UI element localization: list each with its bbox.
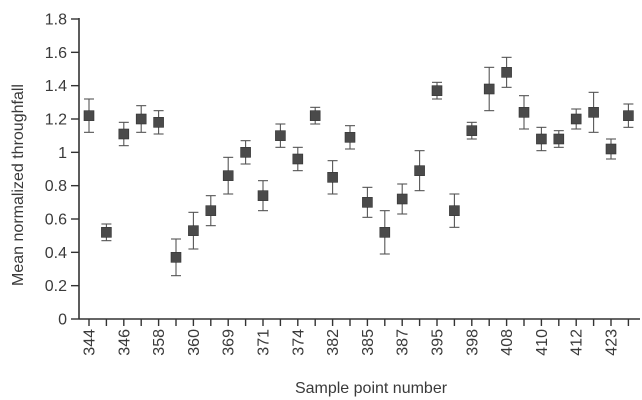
y-tick-label: 1: [58, 145, 67, 162]
data-point-group: [205, 195, 217, 227]
data-point-marker: [553, 133, 565, 145]
data-point-group: [292, 146, 304, 172]
data-point-marker: [101, 227, 112, 238]
data-point-group: [327, 160, 338, 195]
data-point-marker: [362, 197, 373, 208]
y-tick-label: 1.6: [45, 45, 67, 62]
data-point-group: [396, 183, 408, 215]
data-point-marker: [344, 132, 356, 143]
data-point-marker: [257, 190, 269, 201]
data-point-marker: [449, 205, 460, 216]
x-tick-label: 371: [256, 329, 273, 356]
data-point-marker: [536, 133, 547, 145]
data-point-group: [414, 150, 425, 192]
data-point-marker: [205, 205, 217, 216]
y-tick-label: 0: [58, 312, 67, 329]
data-point-group: [135, 105, 147, 133]
data-point-marker: [570, 113, 582, 125]
data-point-group: [257, 180, 269, 212]
x-tick-label: 346: [116, 329, 133, 356]
data-point-marker: [83, 110, 95, 121]
x-tick-label: 358: [151, 329, 168, 356]
data-point-marker: [170, 252, 182, 263]
data-point-marker: [518, 107, 530, 118]
data-point-group: [588, 91, 599, 133]
data-point-group: [222, 156, 234, 195]
data-point-marker: [605, 143, 617, 155]
data-point-group: [153, 110, 164, 135]
axes: [78, 18, 640, 320]
data-point-group: [309, 106, 321, 125]
y-tick-label: 0.6: [45, 212, 67, 229]
data-point-group: [605, 138, 617, 160]
y-axis-ticks: 0 0.2 0.4 0.6 0.8 1 1.2 1.4 1.6 1.8: [45, 12, 79, 329]
data-point-marker: [588, 107, 599, 118]
data-point-group: [553, 130, 565, 148]
data-point-marker: [623, 110, 634, 121]
data-point-marker: [414, 165, 425, 176]
x-tick-label: 412: [569, 329, 586, 356]
data-point-group: [570, 108, 582, 130]
x-axis-ticks: 344 346 358 360 369 371 374 382 385 387 395 398 408 4…: [82, 319, 630, 356]
data-point-group: [83, 98, 95, 133]
data-point-marker: [240, 147, 251, 158]
x-tick-label: 369: [221, 329, 238, 356]
data-point-marker: [501, 67, 512, 78]
x-tick-label: 374: [290, 329, 307, 356]
data-point-marker: [431, 85, 443, 96]
data-point-marker: [309, 110, 321, 121]
data-point-marker: [466, 125, 478, 136]
x-axis-title: Sample point number: [295, 380, 448, 397]
x-tick-label: 385: [360, 329, 377, 356]
x-tick-label: 410: [534, 329, 551, 356]
data-point-group: [101, 223, 112, 242]
data-point-marker: [222, 170, 234, 181]
x-tick-label: 408: [499, 329, 516, 356]
x-tick-label: 382: [325, 329, 342, 356]
data-point-marker: [275, 130, 286, 141]
data-point-group: [518, 95, 530, 130]
data-point-group: [536, 126, 547, 152]
data-point-marker: [483, 83, 495, 95]
data-point-group: [431, 81, 443, 100]
x-tick-label: 387: [395, 329, 412, 356]
y-tick-label: 0.2: [45, 278, 67, 295]
data-point-group: [466, 121, 478, 140]
data-point-group: [240, 140, 251, 165]
data-point-group: [483, 66, 495, 112]
y-axis-title: Mean normalized throughfall: [10, 84, 27, 286]
data-point-marker: [396, 193, 408, 205]
x-tick-label: 395: [430, 329, 447, 356]
x-tick-label: 398: [464, 329, 481, 356]
y-tick-label: 0.8: [45, 178, 67, 195]
data-point-marker: [118, 128, 130, 140]
data-point-group: [275, 123, 286, 148]
data-point-marker: [327, 172, 338, 183]
x-tick-label: 360: [186, 329, 203, 356]
x-tick-label: 423: [604, 329, 621, 356]
data-point-marker: [135, 113, 147, 125]
y-tick-label: 1.4: [45, 78, 67, 95]
data-point-group: [623, 103, 634, 128]
data-point-group: [379, 210, 391, 255]
y-tick-label: 1.8: [45, 12, 67, 29]
y-tick-label: 0.4: [45, 245, 67, 262]
data-points: [83, 56, 634, 277]
x-tick-label: 344: [82, 329, 99, 356]
data-point-group: [170, 238, 182, 277]
data-point-group: [362, 186, 373, 218]
y-tick-label: 1.2: [45, 112, 67, 129]
data-point-marker: [292, 153, 304, 165]
data-point-marker: [153, 117, 164, 128]
data-point-marker: [379, 227, 391, 238]
data-point-group: [449, 193, 460, 228]
data-point-group: [501, 56, 512, 88]
data-point-group: [344, 125, 356, 150]
data-point-group: [188, 211, 199, 250]
data-point-marker: [188, 225, 199, 236]
data-point-group: [118, 121, 130, 147]
